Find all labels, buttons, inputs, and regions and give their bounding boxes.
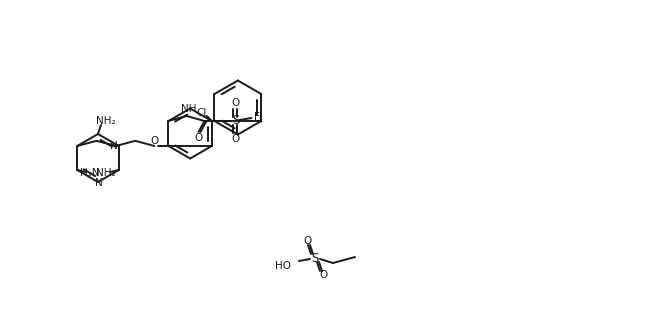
Text: F: F (253, 112, 260, 122)
Text: O: O (195, 133, 202, 143)
Text: O: O (303, 236, 311, 246)
Text: S: S (311, 252, 319, 264)
Text: H₂N: H₂N (80, 168, 100, 178)
Text: N: N (95, 178, 103, 188)
Text: NH: NH (181, 104, 196, 114)
Text: O: O (319, 270, 327, 280)
Text: Cl: Cl (197, 108, 207, 118)
Text: N: N (110, 141, 118, 151)
Text: O: O (150, 136, 159, 146)
Text: O: O (231, 98, 240, 108)
Text: NH₂: NH₂ (96, 168, 116, 178)
Text: NH₂: NH₂ (96, 116, 116, 126)
Text: S: S (232, 115, 239, 127)
Text: O: O (231, 134, 240, 144)
Text: HO: HO (275, 261, 291, 271)
